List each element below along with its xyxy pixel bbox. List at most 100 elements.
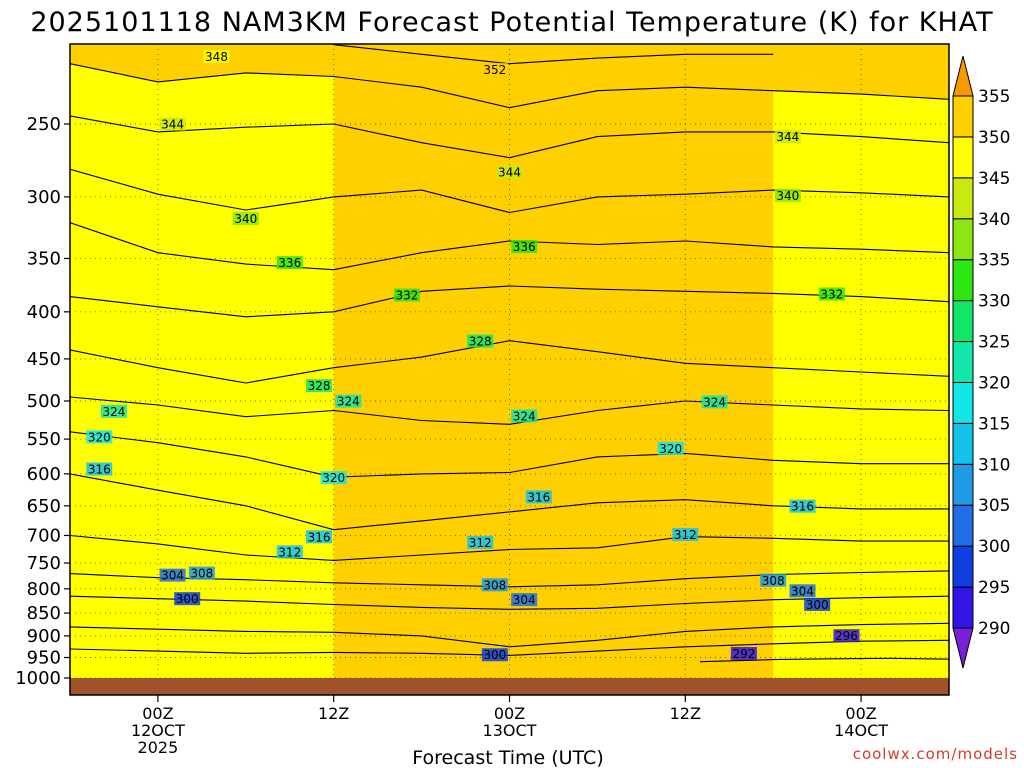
contour-label-bg [701,395,728,409]
x-tick-label: 12Z [670,704,701,723]
contour-label: 340 [234,212,257,226]
contour-label-bg [774,130,801,144]
colorbar-label: 335 [978,251,1010,271]
colorbar-label: 295 [978,578,1010,598]
color-bands [70,44,949,695]
contour-label: 300 [483,648,506,662]
contour-label: 324 [703,395,726,409]
isentrope-336 [70,222,949,271]
isentrope-312 [70,534,949,561]
contour-label-bg [174,592,201,606]
colorbar-label: 290 [978,619,1010,639]
contour-label: 292 [732,647,755,661]
colorbar-label: 350 [978,128,1010,148]
contour-label-bg [159,568,186,582]
colorbar-label: 315 [978,414,1010,434]
colorbar-segment [952,381,974,424]
credit-text: coolwx.com/models [853,745,1018,763]
x-tick-label: 00Z [142,704,173,723]
contour-label: 328 [308,379,331,393]
contour-label: 328 [469,335,492,349]
contour-label: 316 [791,500,814,514]
contour-label-bg [511,593,538,607]
colorbar-label: 320 [978,373,1010,393]
x-tick-label: 13OCT [483,721,537,740]
contour-label-bg [525,490,552,504]
isentrope-296 [70,639,949,656]
contour-label-bg [86,430,113,444]
contour-label-bg [276,256,303,270]
plot-area [70,44,949,695]
isentrope-304 [70,595,949,610]
contour-label-bg [188,566,215,580]
contour-label: 320 [659,442,682,456]
contour-label: 320 [88,430,111,444]
colorbar-segment [952,95,974,138]
contour-label-bg [774,188,801,202]
y-tick-label: 1000 [15,668,61,689]
contour-label: 344 [161,118,184,132]
contour-label: 320 [322,471,345,485]
contour-label-bg [804,597,831,611]
colorbar-label: 340 [978,210,1010,230]
contour-label: 324 [513,409,536,423]
contour-label-bg [496,165,523,179]
contour-label: 344 [498,166,521,180]
contour-label: 312 [278,545,301,559]
x-tick-label: 2025 [138,738,179,757]
contour-label-bg [730,646,757,660]
contour-label: 316 [308,530,331,544]
isentrope-328 [70,340,949,384]
contour-label: 304 [161,569,184,583]
contour-label-bg [672,528,699,542]
colorbar-segment [952,504,974,547]
contour-label-bg [789,584,816,598]
isentrope-308 [70,570,949,588]
colorbar-segment [952,545,974,588]
x-axis-label: Forecast Time (UTC) [412,747,603,768]
y-tick-label: 900 [27,626,61,647]
contour-label-bg [467,535,494,549]
isentrope-340 [70,168,949,214]
contour-label: 300 [806,598,829,612]
contour-label: 352 [483,63,506,77]
contour-label: 308 [762,574,785,588]
x-tick-label: 00Z [845,704,876,723]
isentrope-320 [70,431,949,478]
isentrope-344 [70,115,949,159]
colorbar-segment [952,586,974,629]
contour-label-bg [467,334,494,348]
x-tick-label: 00Z [494,704,525,723]
colorbar-segment [952,218,974,261]
isentrope-324 [70,396,949,425]
y-tick-label: 850 [27,603,61,624]
y-tick-label: 500 [27,391,61,412]
y-tick-label: 400 [27,302,61,323]
colorbar-segment [952,422,974,465]
colorbar-segment [952,300,974,343]
ground-surface [70,678,949,695]
colorbar-label: 330 [978,292,1010,312]
contour-label: 332 [395,289,418,303]
contour-label: 324 [337,395,360,409]
contour-label: 308 [483,578,506,592]
y-tick-label: 550 [27,429,61,450]
isentrope-332 [70,285,949,318]
y-tick-label: 650 [27,496,61,517]
isentrope-352 [333,44,774,65]
contour-label-bg [203,50,230,64]
colorbar-segment [952,341,974,383]
isentrope-292 [699,657,949,663]
y-tick-label: 350 [27,248,61,269]
y-tick-label: 750 [27,553,61,574]
contour-label-bg [511,240,538,254]
x-tick-label: 12OCT [131,721,185,740]
colorbar-label: 305 [978,496,1010,516]
colorbar-segment [952,177,974,220]
contour-label: 336 [278,256,301,270]
colorbar-segment [952,136,974,179]
colorbar-label: 300 [978,537,1010,557]
y-tick-label: 600 [27,464,61,485]
